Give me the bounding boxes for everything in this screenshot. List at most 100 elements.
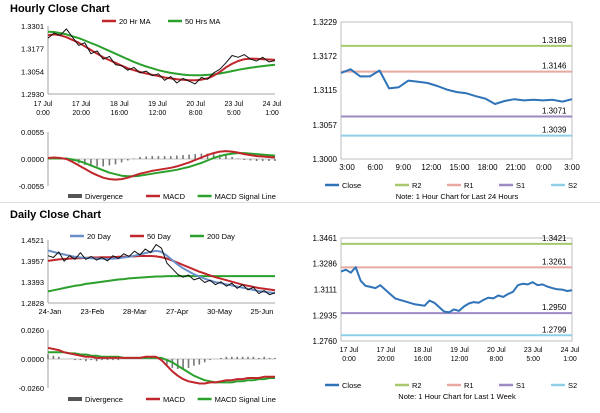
- legend-label: Close: [342, 381, 361, 390]
- section-divider: [0, 202, 600, 203]
- pivot-level-label: 1.2799: [542, 325, 567, 334]
- x-tick-label: 28-Mar: [123, 307, 147, 316]
- chart-note: Note: 1 Hour Chart for Last 24 Hours: [396, 192, 519, 200]
- legend-label: S2: [568, 181, 577, 190]
- x-tick-label: 16:00: [414, 356, 432, 363]
- x-tick-label: 8:00: [189, 110, 203, 117]
- y-tick-label: 0.0055: [21, 128, 44, 137]
- hourly-ma-chart: 20 Hr MA 50 Hrs MA 1.3301 1.3177 1.3054 1.293…: [21, 17, 282, 117]
- y-tick-label: 1.3172: [313, 52, 338, 61]
- legend-label: 50 Day: [147, 232, 171, 241]
- x-tick-label: 30-May: [207, 307, 232, 316]
- pivot-level-label: 1.2950: [542, 303, 567, 312]
- daily-section-title: Daily Close Chart: [10, 209, 102, 221]
- x-tick-label: 17 Jul: [72, 101, 91, 108]
- series-line-50hr-ma: [47, 30, 276, 77]
- legend-label: MACD Signal Line: [215, 395, 276, 404]
- y-tick-label: 0.0000: [21, 155, 44, 164]
- x-tick-label: 5:00: [227, 110, 241, 117]
- plot-frame: [340, 237, 573, 342]
- legend-label: S2: [568, 381, 577, 390]
- legend-label: 50 Hrs MA: [185, 17, 220, 26]
- x-tick-label: 23 Jul: [524, 347, 543, 354]
- series-line-macd: [47, 346, 275, 385]
- y-tick-label: 1.3286: [313, 260, 338, 269]
- legend-label: Divergence: [85, 192, 123, 201]
- y-tick-label: -0.0055: [19, 182, 44, 191]
- legend-label: MACD: [163, 395, 186, 404]
- daily-ma-chart: 20 Day 50 Day 200 Day 1.4521 1.3957 1.3393 1.2…: [21, 232, 276, 316]
- pivot-level-label: 1.3071: [542, 107, 567, 116]
- x-tick-label: 20:00: [377, 356, 395, 363]
- legend-label: Divergence: [85, 395, 123, 404]
- x-tick-label: 12:00: [451, 356, 469, 363]
- x-tick-label: 5:00: [526, 356, 540, 363]
- x-tick-label: 9:00: [395, 163, 411, 172]
- series-line-20-day: [47, 249, 276, 294]
- x-tick-label: 23 Jul: [224, 101, 243, 108]
- y-tick-label: 1.4521: [21, 236, 44, 245]
- pivot-level-label: 1.3261: [542, 257, 567, 266]
- x-tick-label: 23-Feb: [81, 307, 105, 316]
- legend-label: 200 Day: [207, 232, 235, 241]
- y-tick-label: 1.3054: [21, 67, 44, 76]
- x-tick-label: 3:00: [339, 163, 355, 172]
- plot-frame: [340, 21, 573, 160]
- hourly-pivot-chart: 1.3229 1.3172 1.3115 1.3057 1.3000 1.3189 1.31…: [313, 18, 581, 200]
- series-line-200-day: [47, 275, 275, 293]
- series-line-macd: [47, 150, 276, 181]
- x-tick-label: 12:00: [149, 110, 167, 117]
- x-tick-label: 1:00: [563, 356, 577, 363]
- legend-label: R2: [412, 181, 422, 190]
- hourly-macd-chart: 0.0055 0.0000 -0.0055 Divergence MACD MACD Si…: [19, 128, 276, 201]
- legend-label: 20 Day: [87, 232, 111, 241]
- x-tick-label: 24 Jul: [263, 101, 282, 108]
- x-tick-label: 8:00: [490, 356, 504, 363]
- x-tick-label: 17 Jul: [376, 347, 395, 354]
- daily-macd-chart: 0.0260 0.0000 -0.0260 Divergence MACD MACD Si…: [19, 326, 276, 404]
- y-tick-label: 1.3461: [313, 234, 338, 243]
- y-tick-label: 0.0260: [21, 326, 44, 335]
- x-tick-label: 17 Jul: [34, 101, 53, 108]
- x-tick-label: 18 Jul: [413, 347, 432, 354]
- x-tick-label: 15:00: [449, 163, 470, 172]
- y-tick-label: 1.3115: [313, 86, 337, 95]
- y-tick-label: -0.0260: [19, 384, 44, 393]
- y-tick-label: 1.3229: [313, 18, 338, 27]
- series-line-close: [47, 28, 276, 85]
- x-tick-label: 20:00: [72, 110, 90, 117]
- legend-label: Close: [342, 181, 361, 190]
- y-tick-label: 1.3057: [313, 121, 338, 130]
- x-tick-label: 21:00: [506, 163, 527, 172]
- pivot-level-label: 1.3039: [542, 126, 567, 135]
- y-tick-label: 1.3393: [21, 278, 44, 287]
- legend-label: 20 Hr MA: [119, 17, 151, 26]
- x-tick-label: 17 Jul: [340, 347, 359, 354]
- hourly-section-title: Hourly Close Chart: [10, 3, 110, 15]
- legend-label: R2: [412, 381, 422, 390]
- series-line-macd-signal: [48, 351, 275, 384]
- x-tick-label: 3:00: [564, 163, 580, 172]
- x-tick-label: 0:00: [36, 110, 50, 117]
- y-tick-label: 1.3957: [21, 257, 44, 266]
- y-tick-label: 1.3301: [21, 22, 44, 31]
- x-tick-label: 24-Jan: [39, 307, 62, 316]
- y-tick-label: 1.2930: [21, 90, 44, 99]
- legend-label: R1: [464, 181, 474, 190]
- y-tick-label: 1.2760: [313, 337, 338, 346]
- x-tick-label: 18:00: [478, 163, 499, 172]
- x-tick-label: 18 Jul: [110, 101, 129, 108]
- x-tick-label: 20 Jul: [487, 347, 506, 354]
- x-tick-label: 24 Jul: [561, 347, 580, 354]
- y-tick-label: 0.0000: [21, 355, 44, 364]
- x-tick-label: 19 Jul: [148, 101, 167, 108]
- y-tick-label: 1.2935: [313, 311, 338, 320]
- legend-label: R1: [464, 381, 474, 390]
- pivot-level-label: 1.3146: [542, 62, 567, 71]
- chart-note: Note: 1 Hour Chart for Last 1 Week: [398, 392, 516, 401]
- x-tick-label: 19 Jul: [450, 347, 469, 354]
- legend-label: MACD Signal Line: [215, 192, 276, 201]
- series-line-macd-signal: [48, 152, 276, 178]
- y-tick-label: 1.3177: [21, 45, 44, 54]
- daily-pivot-chart: 1.3461 1.3286 1.3111 1.2935 1.2760 1.3421 1.32…: [313, 234, 580, 401]
